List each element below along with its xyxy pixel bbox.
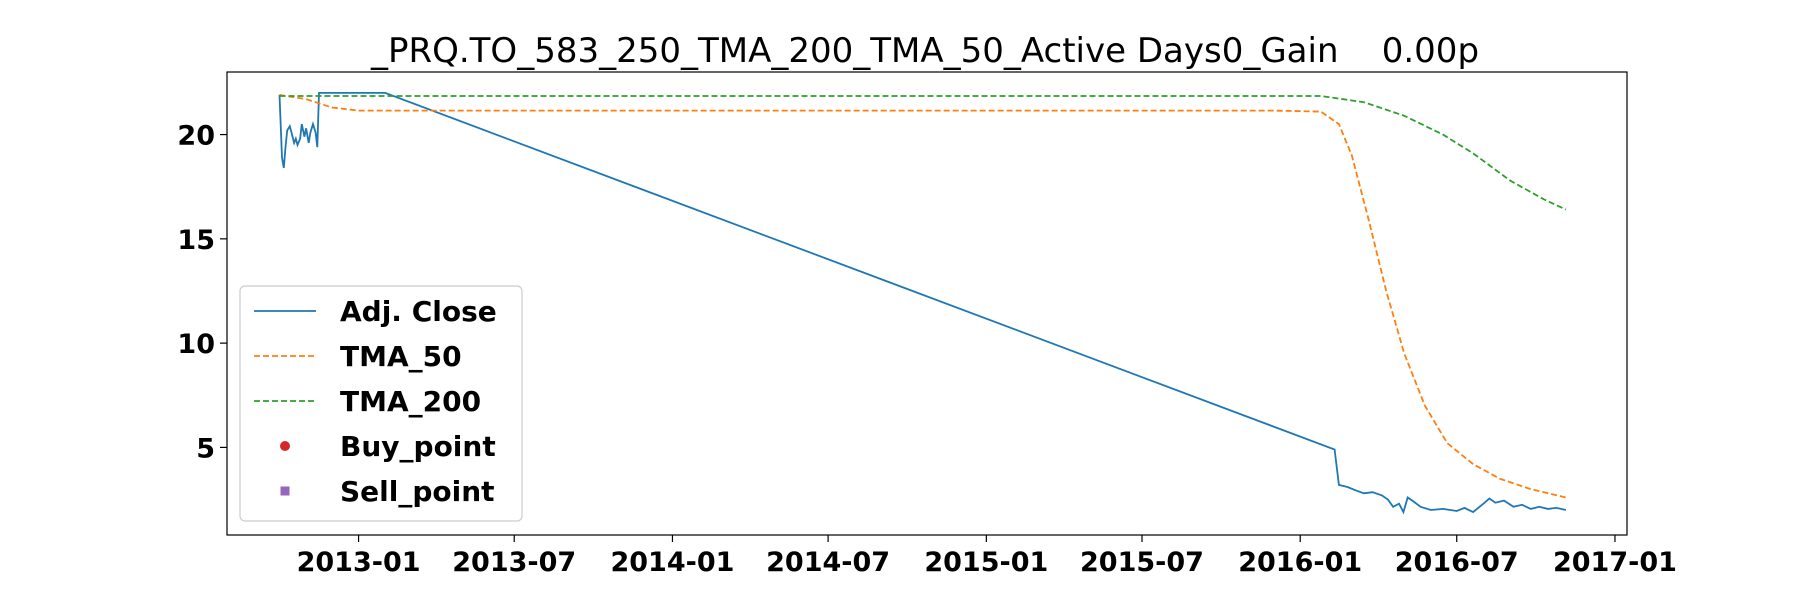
legend-swatch-sell-point: [280, 486, 290, 496]
series-line-tma-200: [279, 95, 1567, 211]
legend-entries: Adj. Close TMA_50 TMA_200 Buy_point Sell_poi…: [254, 295, 497, 508]
plot-frame: [226, 71, 1628, 536]
x-axis: 2013-01 2013-07 2014-01 2014-07 2015-01 2015-…: [297, 535, 1677, 578]
y-axis: 5 10 15 20: [177, 121, 227, 464]
legend-box: [239, 285, 523, 522]
x-tick-label: 2014-01: [610, 547, 734, 578]
x-tick-label: 2016-01: [1238, 547, 1362, 578]
y-tick-label: 10: [177, 329, 215, 360]
x-tick-label: 2013-01: [297, 547, 421, 578]
x-tick-label: 2015-07: [1080, 547, 1204, 578]
legend-label-adj-close: Adj. Close: [340, 295, 497, 328]
legend-label-buy-point: Buy_point: [340, 430, 496, 463]
series-line-adj-close: [278, 92, 1567, 515]
x-tick-label: 2013-07: [452, 547, 576, 578]
chart-title: _PRQ.TO_583_250_TMA_200_TMA_50_Active Da…: [370, 31, 1479, 71]
x-tick-label: 2017-01: [1553, 547, 1677, 578]
legend-swatch-buy-point: [280, 441, 290, 451]
legend-label-tma-50: TMA_50: [340, 340, 462, 373]
y-tick-label: 20: [177, 121, 215, 152]
legend-label-tma-200: TMA_200: [340, 385, 481, 418]
legend: Adj. Close TMA_50 TMA_200 Buy_point Sell_poi…: [239, 285, 523, 522]
plot-lines: [278, 92, 1567, 515]
legend-label-sell-point: Sell_point: [340, 475, 495, 508]
x-tick-label: 2014-07: [766, 547, 890, 578]
series-line-tma-50: [279, 94, 1567, 499]
x-tick-label: 2016-07: [1395, 547, 1519, 578]
y-tick-label: 5: [196, 433, 215, 464]
x-tick-label: 2015-01: [924, 547, 1048, 578]
y-tick-label: 15: [177, 225, 215, 256]
